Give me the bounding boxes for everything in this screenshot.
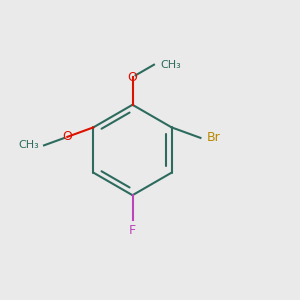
Text: CH₃: CH₃ <box>18 140 39 150</box>
Text: O: O <box>128 70 137 84</box>
Text: F: F <box>129 224 136 236</box>
Text: CH₃: CH₃ <box>160 60 181 70</box>
Text: Br: Br <box>207 131 220 144</box>
Text: O: O <box>62 130 72 143</box>
